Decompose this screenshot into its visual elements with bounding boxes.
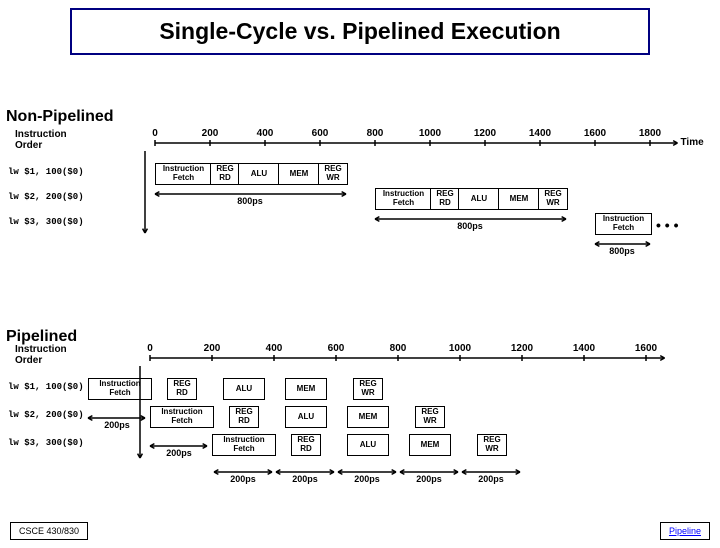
tick-label: 1400 (573, 343, 595, 354)
stage-box: ALU (223, 378, 265, 400)
duration-label: 200ps (416, 474, 442, 484)
instruction-label: lw $3, 300($0) (8, 438, 84, 448)
duration-label: 200ps (478, 474, 504, 484)
stage-box: MEM (409, 434, 451, 456)
tick-label: 800 (390, 343, 407, 354)
tick-label: 400 (266, 343, 283, 354)
tick-label: 1600 (635, 343, 657, 354)
stage-box: Instruction Fetch (212, 434, 276, 456)
stage-box: Instruction Fetch (88, 378, 152, 400)
instruction-label: lw $2, 200($0) (8, 410, 84, 420)
tick-label: 1000 (449, 343, 471, 354)
duration-label: 200ps (292, 474, 318, 484)
duration-label: 200ps (230, 474, 256, 484)
tick-label: 200 (204, 343, 221, 354)
stage-box: ALU (347, 434, 389, 456)
tick-label: 600 (328, 343, 345, 354)
duration-label: 200ps (104, 420, 130, 430)
pipelined-diagram: 0 200 400 600 800 1000 1200 1400 1600 Instruction… (0, 8, 720, 548)
footer-course: CSCE 430/830 (10, 522, 88, 540)
footer-link[interactable]: Pipeline (660, 522, 710, 540)
stage-box: Instruction Fetch (150, 406, 214, 428)
duration-label: 200ps (354, 474, 380, 484)
tick-label: 0 (147, 343, 153, 354)
duration-label: 200ps (166, 448, 192, 458)
tick-label: 1200 (511, 343, 533, 354)
stage-box: MEM (285, 378, 327, 400)
stage-box: REG RD (291, 434, 321, 456)
stage-box: REG WR (415, 406, 445, 428)
stage-box: REG RD (229, 406, 259, 428)
order-label: Instruction Order (15, 344, 85, 366)
stage-box: REG WR (477, 434, 507, 456)
stage-box: REG RD (167, 378, 197, 400)
stage-box: MEM (347, 406, 389, 428)
stage-box: REG WR (353, 378, 383, 400)
instruction-label: lw $1, 100($0) (8, 382, 84, 392)
stage-box: ALU (285, 406, 327, 428)
